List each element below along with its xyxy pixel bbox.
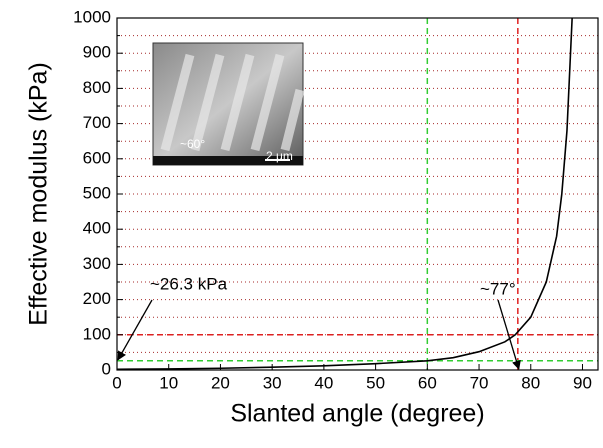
annotation-text: ~77° <box>480 279 516 298</box>
y-tick-label: 900 <box>83 43 111 62</box>
x-tick-label: 90 <box>573 373 592 392</box>
inset-scale-label: 2 μm <box>266 149 293 163</box>
y-tick-label: 700 <box>83 113 111 132</box>
inset-pillars <box>160 53 305 152</box>
inset-image: ~60° 2 μm <box>152 42 305 166</box>
x-axis-title: Slanted angle (degree) <box>230 400 484 428</box>
x-tick-label: 0 <box>112 373 121 392</box>
y-tick-label: 100 <box>83 324 111 343</box>
x-tick-label: 70 <box>470 373 489 392</box>
x-tick-label: 20 <box>211 373 230 392</box>
data-line <box>116 17 573 371</box>
annotation-text: ~26.3 kPa <box>150 274 228 293</box>
y-tick-label: 300 <box>83 254 111 273</box>
x-tick-label: 80 <box>521 373 540 392</box>
y-axis-title: Effective modulus (kPa) <box>25 62 53 326</box>
y-tick-label: 200 <box>83 289 111 308</box>
y-tick-label: 800 <box>83 78 111 97</box>
inset-angle-label: ~60° <box>180 137 205 151</box>
y-tick-label: 500 <box>83 183 111 202</box>
y-tick-label: 1000 <box>73 7 111 26</box>
plot-area: 0 100 200 300 400 500 600 700 800 900 1000 0 10 20 30 4… <box>73 7 599 392</box>
annotation-arrow <box>117 299 153 361</box>
inset-bar <box>153 156 303 165</box>
y-tick-label: 0 <box>102 359 111 378</box>
y-tick-label: 400 <box>83 219 111 238</box>
annotation-arrow <box>497 299 521 370</box>
x-tick-label: 40 <box>314 373 333 392</box>
x-tick-label: 50 <box>366 373 385 392</box>
x-tick-label: 60 <box>418 373 437 392</box>
x-tick-label: 30 <box>263 373 282 392</box>
x-tick-label: 10 <box>159 373 178 392</box>
y-tick-label: 600 <box>83 148 111 167</box>
